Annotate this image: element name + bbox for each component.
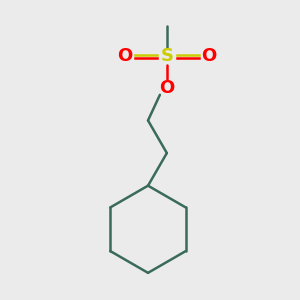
Text: O: O <box>201 47 216 65</box>
Text: S: S <box>160 47 173 65</box>
Text: O: O <box>118 47 133 65</box>
Text: O: O <box>159 79 175 97</box>
